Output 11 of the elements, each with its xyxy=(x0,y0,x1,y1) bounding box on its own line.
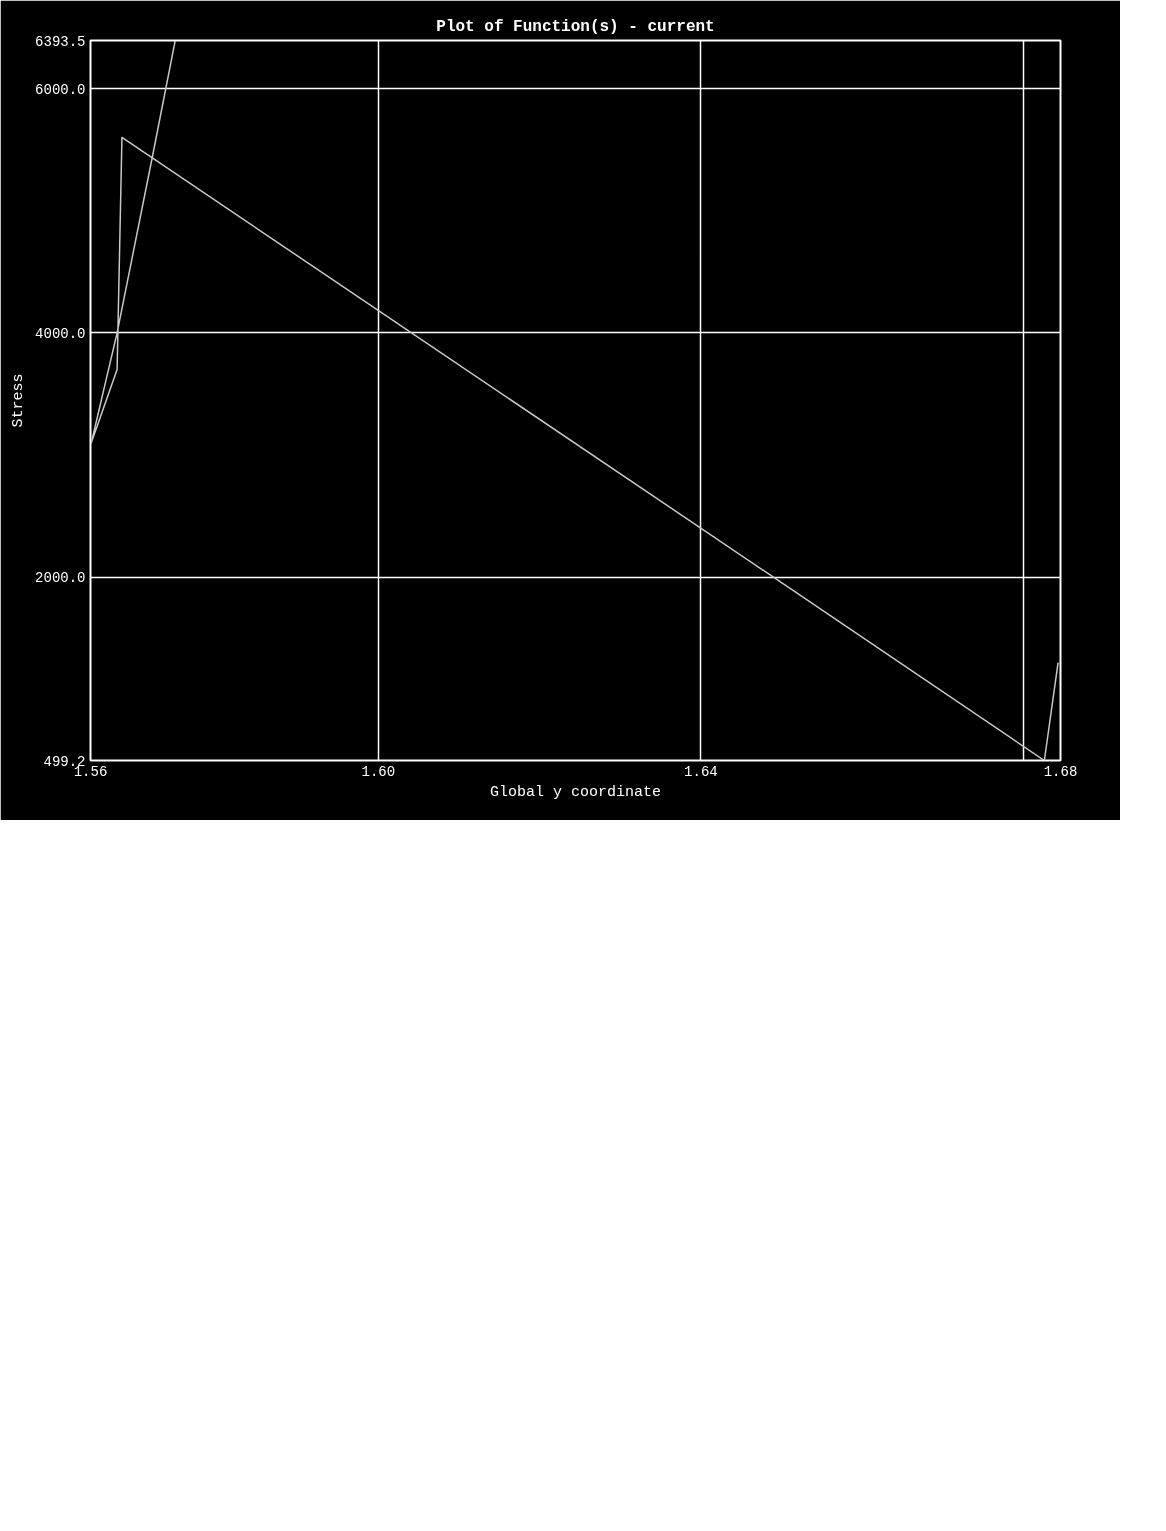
y-tick-label: 6000.0 xyxy=(35,81,86,98)
x-tick-label: 1.68 xyxy=(1043,763,1078,780)
line-series xyxy=(90,40,1059,761)
x-axis-title: Global y coordinate xyxy=(489,783,662,801)
y-tick-label: 4000.0 xyxy=(35,325,86,342)
x-tick-label: 1.60 xyxy=(361,763,396,780)
chart-title: Plot of Function(s) - current xyxy=(436,17,715,36)
y-tick-label: 2000.0 xyxy=(35,570,86,587)
y-axis-title: Stress xyxy=(10,373,28,428)
x-tick-label: 1.64 xyxy=(684,763,718,780)
y-tick-label: 6393.5 xyxy=(35,33,86,50)
